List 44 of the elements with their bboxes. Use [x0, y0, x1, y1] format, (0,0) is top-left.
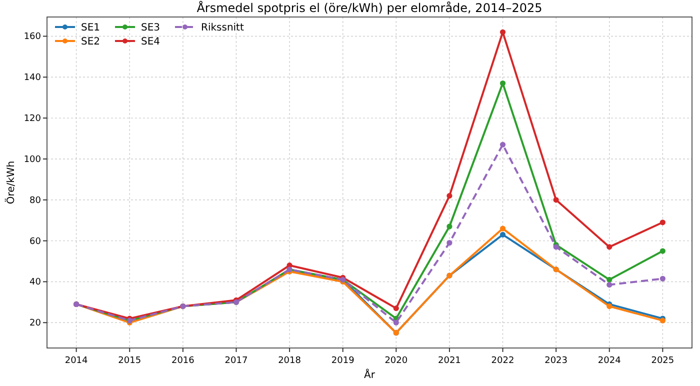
- x-tick-label: 2025: [651, 356, 674, 366]
- point: [500, 29, 506, 35]
- y-tick-label: 160: [24, 32, 42, 42]
- x-tick-label: 2016: [171, 356, 195, 366]
- point: [446, 224, 452, 230]
- x-tick-label: 2022: [491, 356, 514, 366]
- point: [446, 192, 452, 199]
- y-tick-label: 120: [24, 114, 42, 124]
- point: [660, 220, 666, 226]
- legend-label: SE2: [81, 36, 100, 48]
- legend-label: SE1: [81, 22, 100, 34]
- y-tick-label: 20: [30, 318, 42, 329]
- point: [393, 306, 399, 312]
- x-tick-label: 2023: [544, 356, 568, 366]
- chart-title: Årsmedel spotpris el (öre/kWh) per elområde, 2014–2025: [196, 0, 542, 15]
- x-tick-label: 2014: [64, 356, 88, 366]
- point: [606, 244, 612, 250]
- x-tick-label: 2020: [384, 356, 408, 366]
- point: [660, 276, 666, 282]
- y-axis-title: Öre/kWh: [4, 160, 17, 204]
- legend-label: SE3: [141, 22, 160, 34]
- x-tick-label: 2021: [438, 356, 461, 366]
- point: [393, 320, 399, 326]
- y-tick-label: 80: [30, 196, 42, 206]
- x-tick-label: 2015: [118, 356, 142, 366]
- point: [660, 248, 666, 254]
- point: [500, 226, 506, 232]
- y-tick-label: 60: [30, 236, 42, 247]
- x-tick-label: 2018: [278, 356, 302, 366]
- x-tick-label: 2017: [224, 356, 248, 366]
- legend-label: Rikssnitt: [201, 22, 244, 34]
- point: [446, 240, 452, 246]
- point: [606, 276, 612, 282]
- x-tick-label: 2019: [331, 356, 355, 366]
- y-tick-label: 100: [24, 154, 42, 165]
- point: [606, 282, 612, 288]
- point: [553, 197, 559, 203]
- x-tick-label: 2024: [598, 356, 622, 366]
- point: [500, 142, 506, 148]
- y-tick-label: 40: [30, 278, 42, 288]
- y-tick-label: 140: [24, 73, 42, 84]
- x-axis-title: År: [364, 368, 376, 381]
- legend-label: SE4: [141, 36, 160, 48]
- point: [500, 232, 506, 238]
